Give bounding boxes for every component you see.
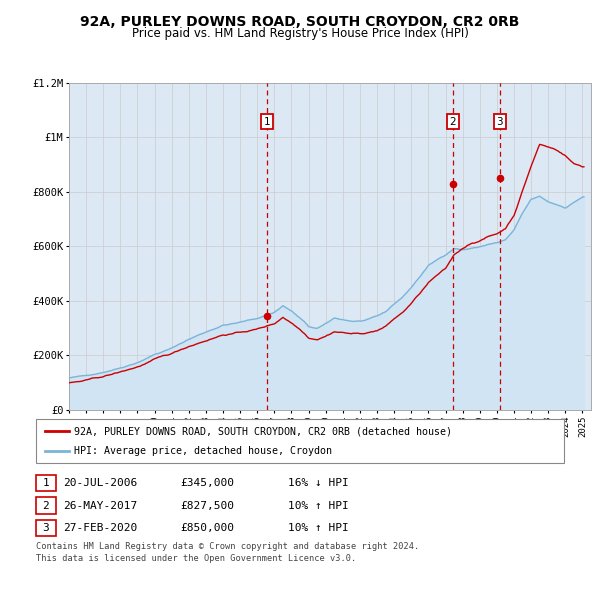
Text: 3: 3 xyxy=(496,117,503,127)
Text: 10% ↑ HPI: 10% ↑ HPI xyxy=(288,501,349,510)
Text: 92A, PURLEY DOWNS ROAD, SOUTH CROYDON, CR2 0RB: 92A, PURLEY DOWNS ROAD, SOUTH CROYDON, C… xyxy=(80,15,520,29)
Text: 16% ↓ HPI: 16% ↓ HPI xyxy=(288,478,349,488)
Text: 20-JUL-2006: 20-JUL-2006 xyxy=(63,478,137,488)
Text: Price paid vs. HM Land Registry's House Price Index (HPI): Price paid vs. HM Land Registry's House … xyxy=(131,27,469,40)
Text: 3: 3 xyxy=(43,523,49,533)
Text: 1: 1 xyxy=(43,478,49,488)
Text: 27-FEB-2020: 27-FEB-2020 xyxy=(63,523,137,533)
Text: 26-MAY-2017: 26-MAY-2017 xyxy=(63,501,137,510)
Text: HPI: Average price, detached house, Croydon: HPI: Average price, detached house, Croy… xyxy=(74,446,332,455)
Text: Contains HM Land Registry data © Crown copyright and database right 2024.
This d: Contains HM Land Registry data © Crown c… xyxy=(36,542,419,563)
Text: £345,000: £345,000 xyxy=(180,478,234,488)
Text: 2: 2 xyxy=(449,117,456,127)
Text: 10% ↑ HPI: 10% ↑ HPI xyxy=(288,523,349,533)
Text: £850,000: £850,000 xyxy=(180,523,234,533)
Text: 2: 2 xyxy=(43,501,49,510)
Text: £827,500: £827,500 xyxy=(180,501,234,510)
Text: 1: 1 xyxy=(263,117,270,127)
Text: 92A, PURLEY DOWNS ROAD, SOUTH CROYDON, CR2 0RB (detached house): 92A, PURLEY DOWNS ROAD, SOUTH CROYDON, C… xyxy=(74,427,452,436)
